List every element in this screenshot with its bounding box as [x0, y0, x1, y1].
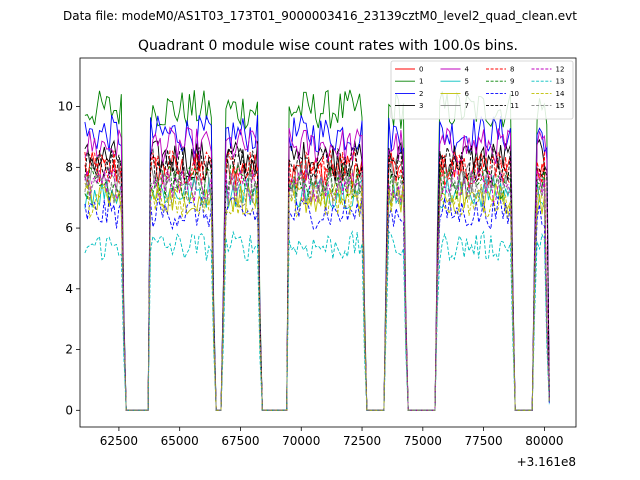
x-tick-label: 80000: [525, 434, 563, 448]
x-tick-label: 62500: [100, 434, 138, 448]
x-tick-label: 67500: [221, 434, 259, 448]
legend-label-2: 2: [419, 90, 423, 98]
legend-label-12: 12: [556, 66, 565, 74]
legend-label-7: 7: [465, 102, 469, 110]
legend-label-9: 9: [510, 78, 514, 86]
y-tick-label: 4: [65, 282, 73, 296]
x-tick-label: 70000: [282, 434, 320, 448]
y-axis: 0 2 4 6 8 10: [58, 100, 80, 417]
series-line-1: [84, 89, 550, 411]
legend-label-8: 8: [510, 66, 514, 74]
series-line-13: [84, 230, 550, 411]
legend-label-5: 5: [465, 78, 469, 86]
legend-label-15: 15: [556, 102, 565, 110]
chart-suptitle: Data file: modeM0/AS1T03_173T01_90000034…: [63, 9, 577, 23]
x-tick-label: 77500: [465, 434, 503, 448]
x-tick-label: 65000: [161, 434, 199, 448]
legend-frame: [390, 60, 574, 120]
series-line-11: [84, 145, 550, 411]
series-line-4: [84, 126, 550, 411]
y-tick-label: 2: [65, 343, 73, 357]
legend-label-14: 14: [556, 90, 565, 98]
axes-frame: [79, 57, 577, 428]
x-tick-label: 75000: [404, 434, 442, 448]
series-layer: [84, 89, 550, 411]
legend-label-10: 10: [510, 90, 519, 98]
series-line-15: [84, 169, 550, 411]
legend-label-6: 6: [465, 90, 470, 98]
series-line-8: [84, 149, 550, 411]
chart-title: Quadrant 0 module wise count rates with …: [138, 38, 518, 54]
y-tick-label: 0: [65, 403, 73, 417]
legend-label-3: 3: [419, 102, 423, 110]
x-tick-label: 72500: [343, 434, 381, 448]
y-tick-label: 8: [65, 160, 73, 174]
y-tick-label: 10: [58, 100, 73, 114]
series-line-14: [84, 183, 550, 411]
series-line-5: [84, 175, 550, 411]
series-line-6: [84, 180, 550, 411]
y-tick-label: 6: [65, 221, 73, 235]
x-offset-label: +3.161e8: [517, 455, 576, 469]
legend-label-11: 11: [510, 102, 519, 110]
series-line-12: [84, 167, 550, 411]
legend-label-0: 0: [419, 66, 423, 74]
series-line-10: [84, 195, 550, 411]
legend-label-4: 4: [465, 66, 470, 74]
legend-label-13: 13: [556, 78, 565, 86]
legend-label-1: 1: [419, 78, 423, 86]
x-axis: 62500 65000 67500 70000 72500 75000 77500 80000: [100, 427, 563, 448]
